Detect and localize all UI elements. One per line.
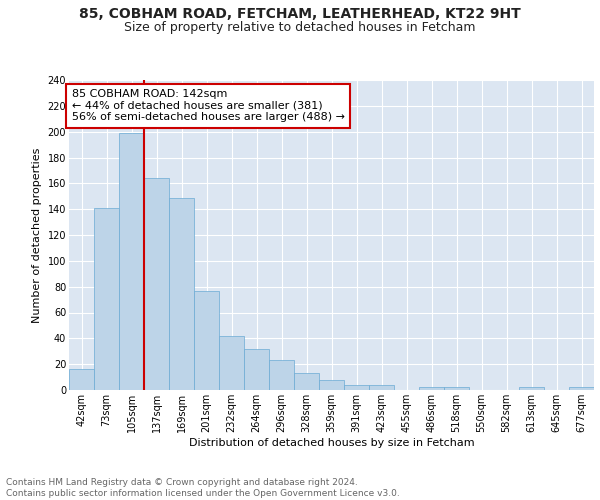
Bar [294,373,319,390]
Bar [444,388,469,390]
Bar [94,208,119,390]
Bar [169,198,194,390]
Bar [519,388,544,390]
Text: 85 COBHAM ROAD: 142sqm
← 44% of detached houses are smaller (381)
56% of semi-de: 85 COBHAM ROAD: 142sqm ← 44% of detached… [71,90,344,122]
Bar [369,385,394,390]
Text: Size of property relative to detached houses in Fetcham: Size of property relative to detached ho… [124,21,476,34]
Bar [194,290,219,390]
Text: 85, COBHAM ROAD, FETCHAM, LEATHERHEAD, KT22 9HT: 85, COBHAM ROAD, FETCHAM, LEATHERHEAD, K… [79,8,521,22]
Bar [244,348,269,390]
Bar [69,370,94,390]
Bar [419,388,444,390]
Text: Contains HM Land Registry data © Crown copyright and database right 2024.
Contai: Contains HM Land Registry data © Crown c… [6,478,400,498]
Bar [119,133,144,390]
Bar [144,178,169,390]
Bar [569,388,594,390]
Y-axis label: Number of detached properties: Number of detached properties [32,148,42,322]
Bar [319,380,344,390]
X-axis label: Distribution of detached houses by size in Fetcham: Distribution of detached houses by size … [188,438,475,448]
Bar [344,385,369,390]
Bar [219,336,244,390]
Bar [269,360,294,390]
